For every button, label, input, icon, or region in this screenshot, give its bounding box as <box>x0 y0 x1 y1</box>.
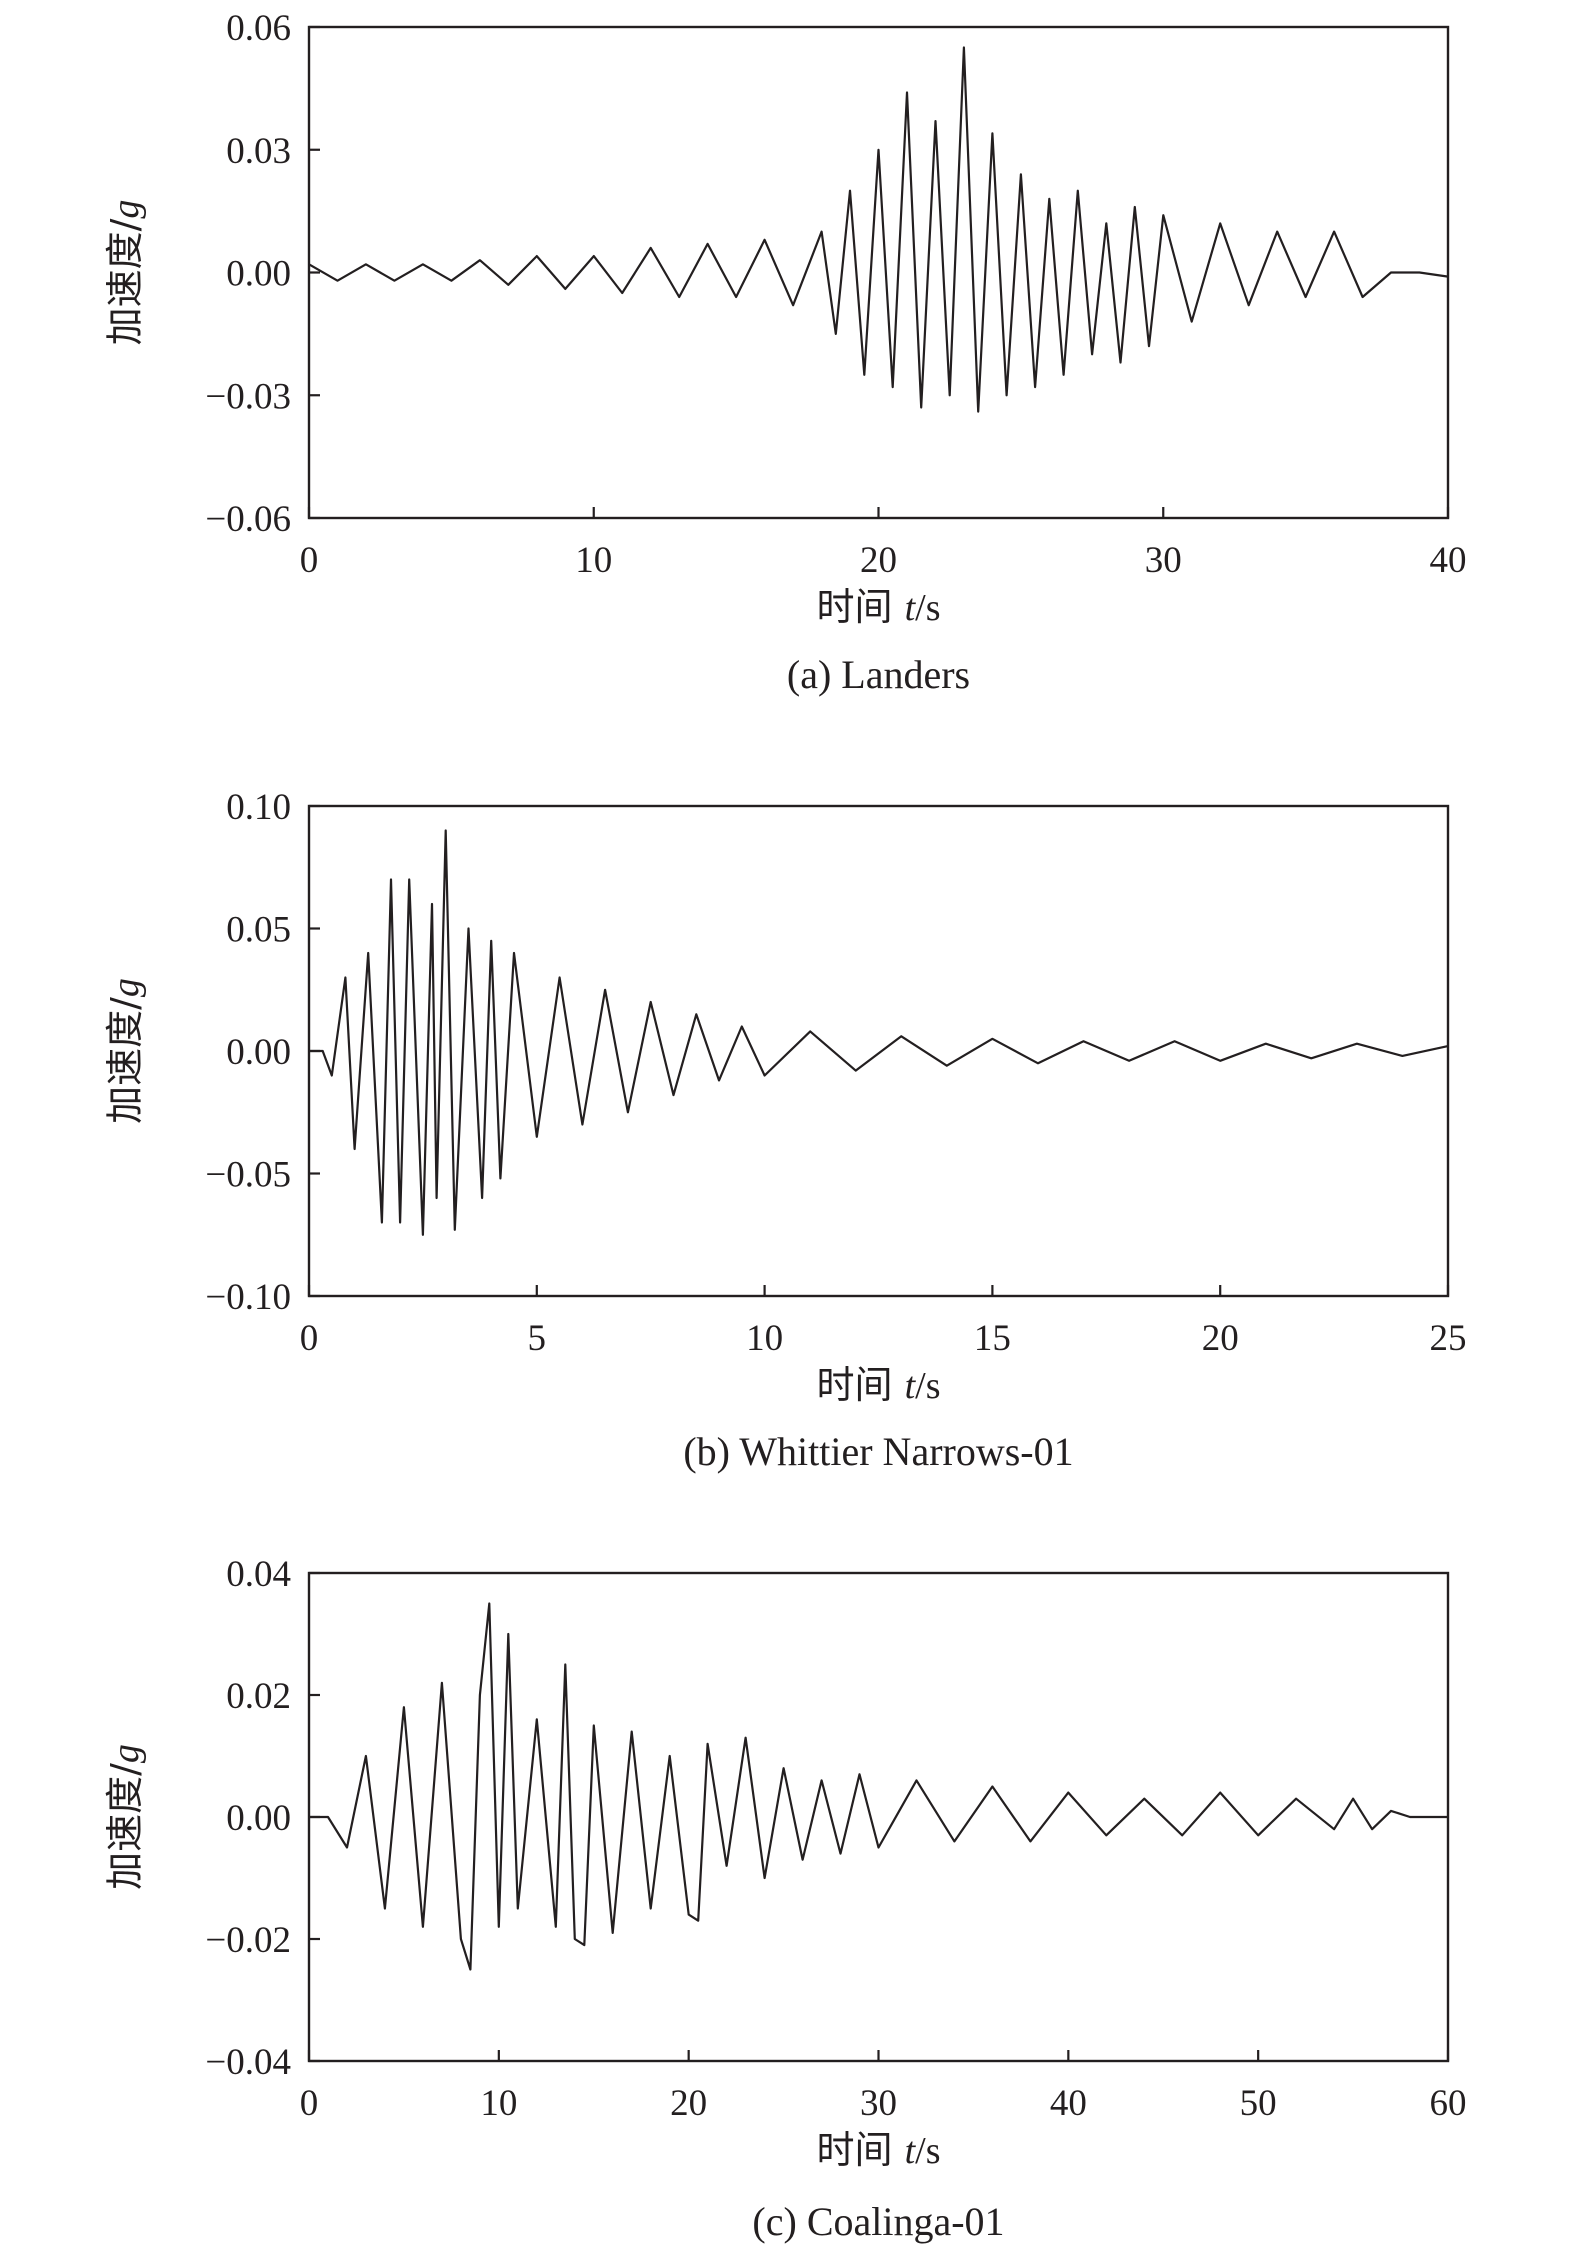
x-tick-label: 30 <box>1145 540 1182 581</box>
x-tick-label: 25 <box>1430 1318 1467 1359</box>
x-tick-label: 20 <box>670 2083 707 2124</box>
x-tick-label: 20 <box>860 540 897 581</box>
x-axis-title: 时间 t/s <box>816 585 940 629</box>
chart-panel: 0 10 20 30 40 50 60 0.04 0.02 0.00 −0.02 −0.04 加速度/g… <box>103 1554 1467 2244</box>
x-tick-label: 5 <box>528 1318 547 1359</box>
x-tick-label: 0 <box>300 540 319 581</box>
chart-panel: 0 5 10 15 20 25 0.10 0.05 0.00 −0.05 −0.10 加速度/g 时间 … <box>103 787 1467 1474</box>
y-tick-label: −0.03 <box>205 376 291 417</box>
y-tick-label: 0.10 <box>226 787 291 828</box>
y-tick-label: −0.06 <box>205 499 291 540</box>
chart-panel: 0 10 20 30 40 0.06 0.03 0.00 −0.03 −0.06 加速度/g 时间 t… <box>103 8 1467 697</box>
x-tick-label: 15 <box>974 1318 1011 1359</box>
y-tick-label: 0.05 <box>226 910 291 951</box>
x-axis-title: 时间 t/s <box>816 1363 940 1407</box>
x-tick-label: 30 <box>860 2083 897 2124</box>
y-tick-label: 0.00 <box>226 1798 291 1839</box>
y-tick-label: −0.10 <box>205 1277 291 1318</box>
y-tick-label: −0.04 <box>205 2042 291 2083</box>
y-tick-label: −0.05 <box>205 1155 291 1196</box>
plot-frame <box>307 804 1450 1298</box>
y-tick-label: 0.00 <box>226 254 291 295</box>
y-axis-title: 加速度/g <box>103 1744 147 1890</box>
y-tick-label: 0.00 <box>226 1032 291 1073</box>
plot-frame <box>307 25 1450 520</box>
y-axis-title: 加速度/g <box>103 978 147 1124</box>
x-tick-label: 10 <box>480 2083 517 2124</box>
y-tick-label: −0.02 <box>205 1920 291 1961</box>
x-tick-label: 60 <box>1430 2083 1467 2124</box>
y-axis-title: 加速度/g <box>103 200 147 346</box>
x-tick-label: 20 <box>1202 1318 1239 1359</box>
y-tick-label: 0.04 <box>226 1554 291 1595</box>
panel-caption: (b) Whittier Narrows-01 <box>683 1429 1073 1474</box>
y-tick-label: 0.03 <box>226 131 291 172</box>
x-tick-label: 40 <box>1430 540 1467 581</box>
x-tick-label: 10 <box>746 1318 783 1359</box>
x-tick-label: 50 <box>1240 2083 1277 2124</box>
acceleration-trace <box>309 829 1449 1236</box>
x-axis-title: 时间 t/s <box>816 2128 940 2172</box>
x-tick-label: 0 <box>300 2083 319 2124</box>
y-tick-label: 0.02 <box>226 1676 291 1717</box>
x-tick-label: 10 <box>575 540 612 581</box>
y-tick-label: 0.06 <box>226 8 291 49</box>
x-tick-label: 40 <box>1050 2083 1087 2124</box>
x-tick-label: 0 <box>300 1318 319 1359</box>
acceleration-trace <box>309 1602 1448 1971</box>
panel-caption: (c) Coalinga-01 <box>752 2199 1004 2244</box>
acceleration-trace <box>308 46 1449 413</box>
panel-caption: (a) Landers <box>787 652 970 697</box>
